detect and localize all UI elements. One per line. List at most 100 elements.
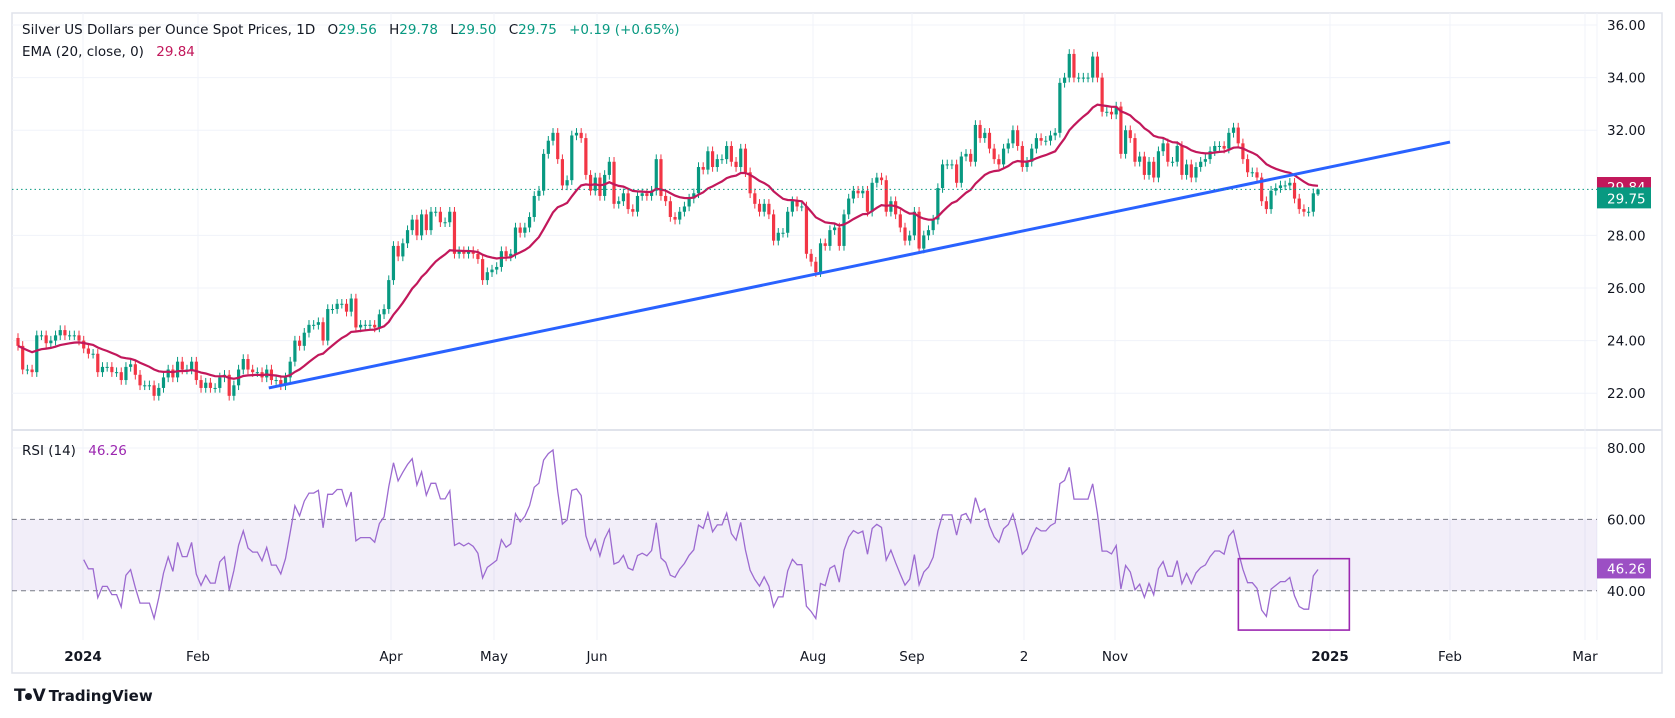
candle-body [232, 385, 236, 396]
low-value: 29.50 [457, 22, 497, 38]
candle-body [1184, 164, 1189, 175]
candle-body [612, 161, 616, 204]
ema-label: EMA (20, close, 0) [22, 44, 144, 60]
rsi-annotation-box [1237, 557, 1351, 631]
candle-body [1264, 201, 1268, 210]
candle-body [776, 232, 780, 241]
logo-text: TradingView [48, 687, 153, 705]
candle-body [818, 243, 823, 273]
candle-body [1236, 127, 1240, 144]
candle-body [157, 387, 161, 396]
candle-body [551, 132, 555, 141]
candle-body [1231, 127, 1236, 133]
rsi-value-badge [1597, 558, 1651, 579]
candle-body [307, 324, 311, 333]
candle-body [1180, 145, 1184, 175]
candle-body [781, 232, 785, 234]
candle-body [443, 222, 447, 224]
candle-body [391, 245, 396, 281]
candle-body [725, 145, 729, 160]
candle-body [429, 211, 433, 231]
candle-body [1194, 167, 1198, 178]
price-axis-label: 24.00 [1607, 334, 1646, 350]
candle-body [1053, 132, 1057, 136]
candle-body [1175, 145, 1179, 162]
candle-body [1001, 148, 1006, 165]
time-axis-label: 2 [1020, 649, 1029, 665]
candle-body [39, 335, 44, 337]
rsi-legend[interactable]: RSI (14) 46.26 [22, 443, 129, 459]
trendline [268, 140, 1451, 390]
candle-body [936, 188, 940, 220]
candle-body [527, 216, 532, 228]
candle-body [72, 335, 76, 337]
candle-body [86, 348, 90, 354]
candle-body [312, 324, 316, 326]
candle-body [795, 201, 799, 207]
candle-body [1255, 172, 1259, 178]
candle-body [912, 211, 916, 236]
candle-body [828, 230, 832, 246]
candle-body [847, 198, 851, 215]
candle-body [870, 182, 874, 212]
candle-body [931, 219, 935, 231]
candle-body [546, 140, 550, 154]
candle-body [983, 132, 987, 139]
candle-body [1128, 130, 1132, 139]
candle-body [1152, 161, 1156, 178]
candle-body [161, 377, 166, 388]
candle-body [1072, 53, 1076, 78]
ema-legend[interactable]: EMA (20, close, 0) 29.84 [22, 44, 197, 60]
candle-body [175, 361, 180, 378]
candle-body [1011, 130, 1015, 144]
candle-body [448, 211, 452, 223]
rsi-band [12, 519, 1597, 591]
candle-body [283, 377, 288, 386]
candle-body [410, 219, 414, 231]
candle-body [255, 372, 259, 374]
candle-body [833, 227, 837, 231]
candle-body [823, 243, 827, 246]
candle-body [495, 266, 499, 270]
candle-body [1062, 77, 1067, 83]
candle-body [1030, 148, 1034, 162]
candle-body [706, 151, 710, 170]
candle-body [35, 335, 39, 373]
candle-body [950, 164, 954, 166]
candle-body [753, 193, 757, 204]
candle-body [1034, 138, 1039, 149]
candle-body [335, 303, 339, 310]
price-axis-label: 28.00 [1607, 228, 1646, 244]
candle-body [171, 369, 175, 378]
candle-body [884, 180, 888, 212]
candle-body [1189, 164, 1193, 178]
chart-frame [11, 12, 1663, 674]
rsi-label: RSI (14) [22, 443, 76, 459]
candle-body [955, 164, 959, 183]
candle-body [579, 132, 583, 139]
candle-body [462, 251, 466, 254]
candle-body [1260, 177, 1264, 202]
time-axis-label: 2025 [1311, 649, 1349, 665]
candle-body [434, 211, 438, 213]
candle-body [875, 177, 879, 183]
candle-body [856, 190, 860, 194]
candle-body [584, 138, 588, 175]
candle-body [288, 361, 292, 378]
candle-body [574, 132, 579, 136]
candle-body [537, 190, 541, 196]
candle-body [734, 161, 738, 168]
candle-body [373, 324, 377, 328]
candle-body [190, 361, 194, 370]
candle-body [349, 298, 353, 312]
candle-body [1269, 190, 1273, 210]
candle-body [523, 227, 527, 233]
candle-body [786, 211, 790, 233]
candle-body [44, 335, 48, 344]
candle-body [251, 369, 255, 373]
candle-body [987, 132, 992, 149]
candle-body [1058, 82, 1062, 133]
candle-body [1283, 185, 1287, 187]
